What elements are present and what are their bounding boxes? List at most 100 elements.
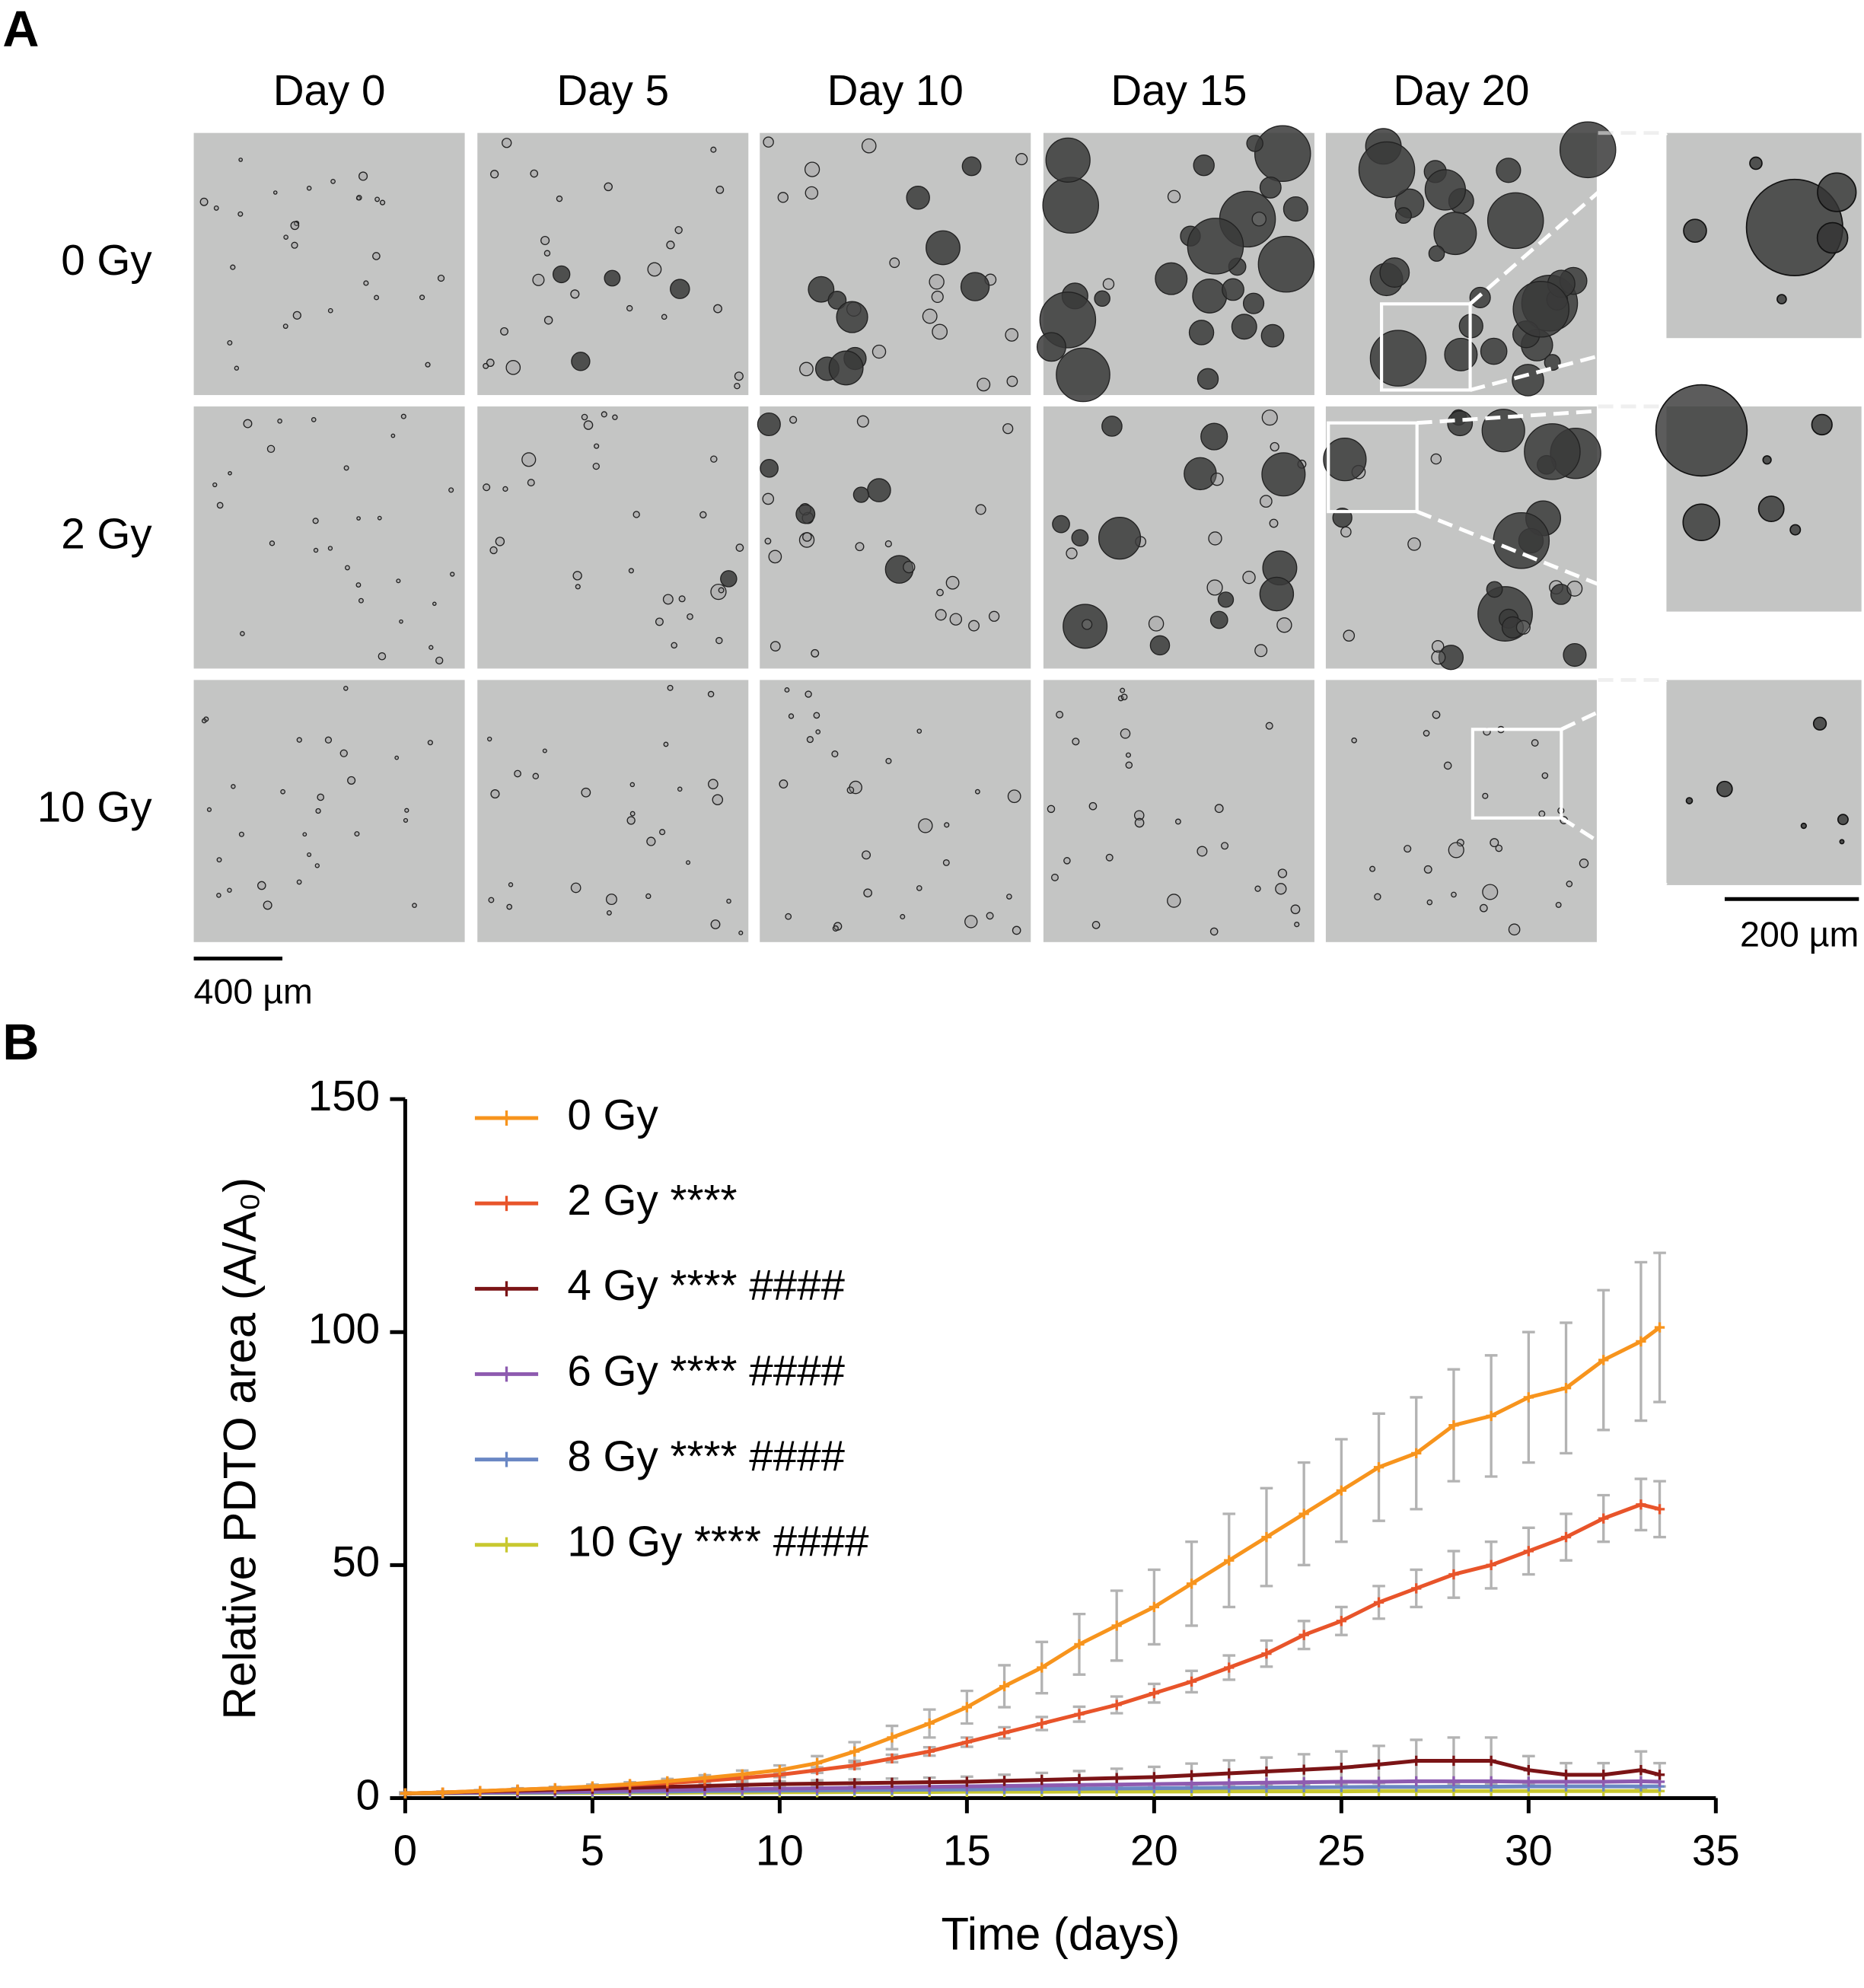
organoid (1486, 581, 1503, 598)
point-marker (400, 1788, 411, 1798)
organoid (543, 316, 553, 325)
point-marker (999, 1728, 1010, 1738)
organoid (906, 186, 930, 210)
organoid (762, 492, 775, 505)
organoid (1269, 518, 1279, 528)
point-marker (1149, 1772, 1160, 1783)
organoid (1052, 515, 1070, 534)
organoid (1242, 570, 1256, 585)
column-label: Day 10 (827, 66, 964, 114)
organoid (1451, 891, 1457, 898)
organoid (784, 687, 790, 693)
organoid (852, 486, 870, 503)
organoid (764, 537, 772, 545)
point-marker (662, 1776, 673, 1787)
organoid (532, 273, 545, 286)
point-marker (1523, 1765, 1534, 1776)
organoid (1480, 337, 1508, 365)
organoid (1042, 177, 1100, 234)
organoid (720, 570, 738, 588)
point-marker (1636, 1499, 1646, 1510)
point-marker (1261, 1648, 1272, 1659)
organoid (296, 879, 302, 885)
point-marker (1448, 1776, 1459, 1787)
organoid (374, 196, 381, 202)
organoid (527, 479, 535, 487)
organoid (1094, 290, 1110, 307)
organoid (604, 182, 613, 192)
organoid (1816, 221, 1849, 254)
organoid (884, 540, 892, 548)
point-marker (1074, 1773, 1085, 1784)
organoid (1259, 576, 1295, 612)
organoid (1486, 192, 1544, 250)
organoid (1515, 620, 1531, 635)
organoid (238, 158, 244, 162)
organoid (1448, 842, 1464, 859)
point-marker (1598, 1770, 1609, 1780)
point-marker (1411, 1755, 1422, 1767)
organoid (201, 718, 207, 724)
organoid (282, 323, 288, 330)
organoid (227, 339, 233, 346)
organoid (789, 416, 798, 424)
organoid (1047, 804, 1056, 814)
organoid (1282, 196, 1308, 222)
x-tick-label: 35 (1692, 1827, 1740, 1875)
organoid (313, 547, 319, 553)
organoid (1231, 314, 1257, 340)
organoid (916, 885, 922, 891)
zoom-guide (1416, 404, 1667, 425)
organoid (355, 582, 362, 588)
organoid (674, 226, 683, 234)
organoid (670, 279, 690, 299)
point-marker (1373, 1759, 1384, 1770)
organoid (836, 301, 868, 333)
point-marker (1373, 1597, 1384, 1607)
organoid (521, 452, 537, 467)
organoid (1217, 591, 1235, 608)
organoid (216, 857, 222, 863)
organoid (734, 382, 741, 390)
organoid (412, 903, 417, 908)
point-marker (1373, 1462, 1384, 1473)
organoid (1290, 904, 1301, 915)
organoid (1812, 716, 1827, 731)
row-label: 2 Gy (61, 509, 152, 557)
organoid (581, 787, 591, 798)
zoom-guide (1469, 336, 1668, 392)
organoid (1379, 257, 1410, 288)
organoid (315, 808, 321, 814)
organoid (974, 789, 980, 795)
organoid (1259, 176, 1282, 199)
organoid (1323, 438, 1367, 482)
point-marker (512, 1784, 523, 1795)
point-marker (1560, 1531, 1572, 1543)
zoom-box (1327, 421, 1419, 514)
legend-label: 6 Gy **** #### (567, 1346, 845, 1394)
organoid (1036, 332, 1066, 362)
organoid (572, 571, 582, 581)
point-marker (1486, 1755, 1496, 1767)
organoid (1682, 503, 1721, 542)
organoid (1209, 610, 1228, 629)
organoid (216, 502, 224, 509)
organoid (1221, 842, 1229, 850)
organoid (435, 656, 444, 664)
organoid (327, 307, 333, 314)
organoid (785, 913, 792, 920)
organoid (1839, 839, 1845, 845)
organoid (769, 641, 781, 652)
organoid (502, 486, 508, 492)
organoid (1101, 416, 1123, 437)
organoid (307, 852, 312, 857)
organoid (343, 686, 349, 691)
organoid (1050, 873, 1059, 881)
organoid (686, 860, 691, 865)
organoid (805, 690, 812, 698)
organoid (290, 221, 300, 231)
point-marker (1654, 1504, 1665, 1515)
micrograph (760, 132, 1031, 396)
organoid (945, 575, 960, 590)
